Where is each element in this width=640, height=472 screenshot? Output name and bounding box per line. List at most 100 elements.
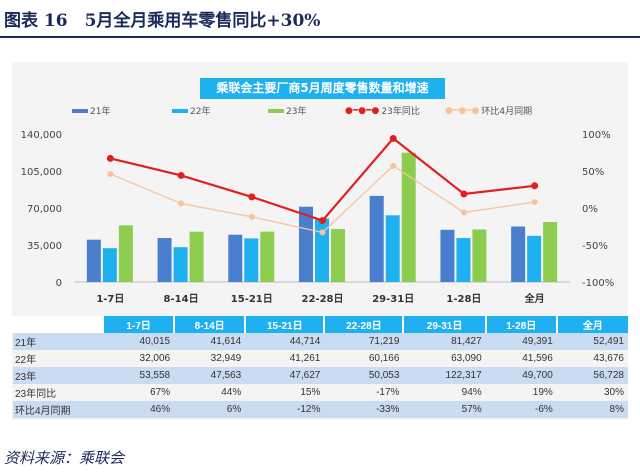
table-cell: 71,219 (324, 333, 404, 350)
point-环比4月同期 (390, 162, 397, 169)
left-tick-label: 105,000 (21, 167, 62, 178)
table-row: 环比4月同期 46% 6% -12% -33% 57% -6% 8% (13, 401, 628, 418)
table-cell: 63,090 (451, 353, 482, 364)
bar-21年 (157, 238, 172, 282)
point-环比4月同期 (248, 213, 255, 220)
bar-22年 (385, 215, 400, 282)
left-tick-label: 70,000 (27, 204, 62, 215)
category-label: 8-14日 (164, 293, 199, 305)
row-label: 23年同比 (15, 389, 57, 400)
right-tick-label: 0% (582, 204, 598, 215)
table-cell: -17% (376, 387, 400, 398)
legend-label: 23年 (286, 107, 307, 117)
legend-label: 22年 (190, 107, 211, 117)
category-label: 1-7日 (96, 293, 124, 305)
table-cell: 53,558 (103, 367, 175, 384)
table-cell: 41,614 (174, 333, 246, 350)
category-label: 22-28日 (302, 293, 344, 305)
table-cell: 41,596 (522, 353, 553, 364)
right-tick-label: 50% (582, 167, 604, 178)
bar-22年 (244, 238, 259, 282)
table-col-header: 15-21日 (244, 316, 325, 333)
point-23年同比 (177, 171, 185, 179)
table-cell: 32,006 (139, 353, 171, 364)
row-label: 环比4月同期 (13, 401, 103, 418)
table-cell: 47,563 (174, 367, 246, 384)
row-label: 21年 (13, 333, 103, 350)
chart-plot: 140,000 105,000 70,000 35,000 0 100% 50% 0% -50%… (21, 130, 615, 305)
left-tick-label: 35,000 (27, 241, 62, 252)
legend-mom: ●━●━● 环比4月同期 (445, 105, 533, 118)
row-label: 22年 (15, 355, 37, 366)
table-cell: 49,700 (485, 367, 557, 384)
point-环比4月同期 (531, 199, 538, 206)
point-23年同比 (531, 182, 539, 190)
title-divider (0, 36, 640, 38)
table-cell: 30% (603, 387, 624, 398)
table-row: 23年同比 67% 44% 15% -17% 94% 19% 30% (13, 384, 628, 401)
table-col-header: 22-28日 (323, 316, 404, 333)
bar-22年 (102, 248, 117, 282)
point-环比4月同期 (460, 209, 467, 216)
bar-23年 (260, 231, 275, 282)
table-cell: -6% (485, 401, 557, 418)
table-col-header: 29-31日 (402, 316, 486, 333)
bar-23年 (189, 231, 204, 282)
point-23年同比 (248, 193, 256, 201)
table-cell: 44,714 (245, 333, 325, 350)
category-label: 1-28日 (446, 293, 481, 305)
table-cell: 94% (461, 387, 482, 398)
bar-21年 (369, 195, 384, 282)
legend-23: 23年 (268, 104, 306, 117)
point-环比4月同期 (178, 200, 185, 207)
legend-label: 21年 (90, 107, 111, 117)
point-环比4月同期 (107, 170, 114, 177)
table-cell: 44% (221, 387, 242, 398)
category-label: 15-21日 (231, 293, 273, 305)
table-cell: 49,391 (485, 333, 557, 350)
right-tick-label: -100% (582, 278, 614, 289)
table-cell: 19% (532, 387, 553, 398)
table-col-header: 1-7日 (101, 316, 175, 333)
bar-23年 (543, 222, 558, 282)
table-cell: 122,317 (403, 367, 486, 384)
bar-23年 (401, 152, 416, 282)
line-23年同比 (110, 136, 535, 222)
figure-title: 图表 16 5月全月乘用车零售同比+30% (4, 11, 321, 31)
legend-21: 21年 (72, 104, 110, 117)
table-col-header: 全月 (555, 316, 628, 333)
table-cell: 56,728 (556, 367, 628, 384)
bar-21年 (299, 206, 313, 282)
point-环比4月同期 (319, 229, 326, 236)
source-note: 资料来源：乘联会 (4, 449, 125, 467)
legend-label: 23年同比 (381, 107, 420, 117)
bar-22年 (173, 247, 188, 282)
point-23年同比 (460, 190, 468, 198)
chart-title: 乘联会主要厂商5月周度零售数量和增速 (200, 78, 445, 99)
table-row: 22年 32,006 32,949 41,261 60,166 63,090 41,596 4… (13, 350, 628, 367)
table-row: 23年 53,558 47,563 47,627 50,053 122,317 49,700… (13, 367, 628, 384)
bar-23年 (472, 229, 487, 282)
bar-23年 (331, 229, 345, 282)
right-tick-label: -50% (582, 241, 608, 252)
bar-22年 (527, 235, 542, 282)
table-cell: -33% (324, 401, 404, 418)
bar-21年 (511, 226, 526, 282)
bar-21年 (86, 239, 101, 282)
category-label: 29-31日 (372, 293, 414, 305)
data-table: 1-7日 8-14日 15-21日 22-28日 29-31日 1-28日 全月 21年 40… (12, 316, 628, 418)
bar-21年 (440, 229, 455, 282)
left-tick-label: 0 (56, 278, 62, 289)
left-tick-label: 140,000 (21, 130, 62, 141)
table-cell: 47,627 (245, 367, 325, 384)
table-cell: 8% (556, 401, 628, 418)
legend-label: 环比4月同期 (481, 107, 533, 117)
table-cell: 60,166 (368, 353, 400, 364)
legend-yoy: ●━●━● 23年同比 (345, 105, 420, 118)
table-cell: -12% (245, 401, 325, 418)
legend-22: 22年 (172, 104, 210, 117)
table-cell: 81,427 (403, 333, 486, 350)
table-col-header: 8-14日 (173, 316, 246, 333)
table-cell: 40,015 (103, 333, 175, 350)
table-cell: 41,261 (289, 353, 321, 364)
